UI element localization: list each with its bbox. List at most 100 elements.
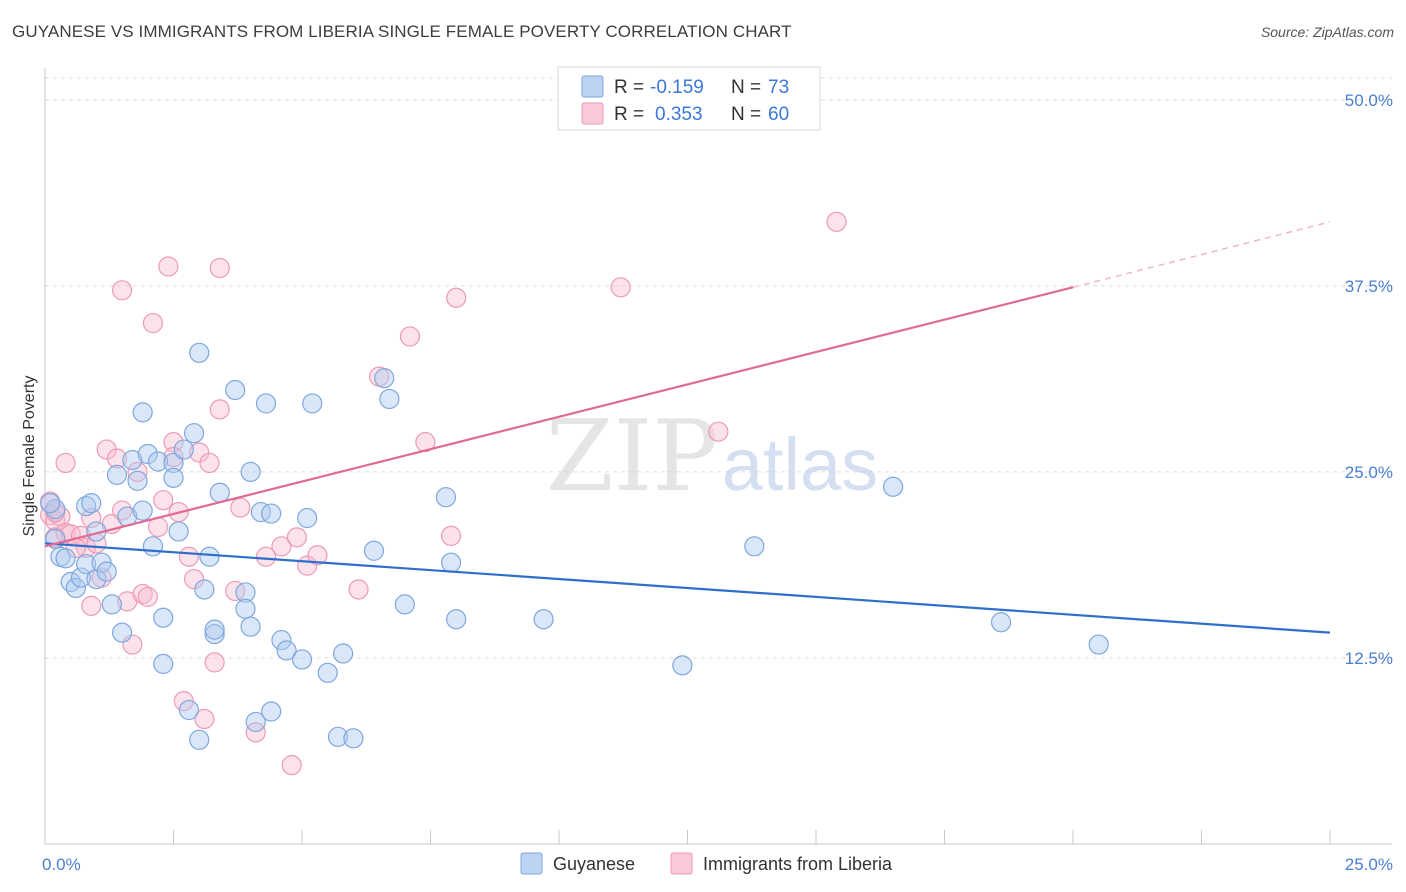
bottom-legend-guyanese: Guyanese [553, 854, 635, 874]
source-label: Source: ZipAtlas.com [1260, 24, 1394, 40]
guyanese-point-30 [173, 439, 194, 460]
y-tick-label-3: 50.0% [1345, 91, 1393, 110]
liberia-point-11 [81, 595, 102, 616]
guyanese-point-22 [137, 443, 158, 465]
guyanese-point-56 [327, 726, 349, 747]
guyanese-point-71 [1088, 634, 1109, 655]
liberia-point-37 [204, 652, 225, 673]
liberia-point-35 [194, 708, 215, 730]
guyanese-point-35 [194, 579, 215, 600]
guyanese-point-18 [122, 449, 143, 471]
guyanese-point-5 [65, 577, 86, 599]
guyanese-point-54 [302, 393, 323, 414]
guyanese-point-64 [440, 552, 462, 573]
guyanese-point-20 [132, 500, 153, 521]
bottom-legend-liberia: Immigrants from Liberia [703, 854, 893, 874]
guyanese-point-41 [235, 582, 256, 603]
liberia-point-54 [446, 287, 467, 308]
chart-title: GUYANESE VS IMMIGRANTS FROM LIBERIA SING… [12, 22, 792, 41]
y-axis-label: Single Female Poverty [21, 376, 38, 537]
guyanese-point-57 [333, 643, 354, 664]
liberia-point-41 [230, 497, 251, 518]
guyanese-point-34 [189, 342, 210, 363]
tick-labels: 12.5% 25.0% 37.5% 50.0% 0.0% 25.0% [42, 91, 1393, 874]
liberia-point-26 [153, 490, 174, 511]
guyanese-point-51 [276, 640, 297, 661]
guyanese-point-31 [178, 699, 200, 721]
liberia-point-52 [415, 432, 436, 453]
liberia-point-33 [183, 568, 205, 590]
liberia-point-44 [271, 536, 292, 557]
guyanese-point-70 [990, 612, 1012, 633]
liberia-point-23 [137, 586, 158, 608]
liberia-point-57 [826, 211, 847, 232]
liberia-point-42 [245, 722, 266, 743]
guyanese-point-25 [153, 653, 174, 674]
guyanese-point-72 [40, 493, 61, 514]
guyanese-point-33 [189, 729, 210, 750]
guyanese-point-59 [363, 540, 385, 561]
legend-r-label-2: R = [614, 104, 644, 125]
guyanese-point-53 [297, 507, 318, 529]
series-liberia-points [40, 211, 847, 776]
guyanese-point-55 [317, 662, 338, 683]
liberia-point-51 [399, 326, 421, 347]
guyanese-point-63 [435, 487, 457, 508]
guyanese-point-40 [225, 379, 246, 401]
guyanese-point-23 [142, 536, 164, 557]
guyanese-point-14 [101, 594, 122, 615]
guyanese-point-28 [163, 467, 184, 488]
y-tick-label-0: 12.5% [1345, 649, 1393, 668]
guyanese-point-46 [250, 501, 271, 523]
guyanese-point-32 [183, 423, 205, 444]
watermark-atlas: atlas [722, 423, 878, 506]
guyanese-point-21 [132, 402, 153, 423]
legend-r-label-1: R = [614, 77, 644, 98]
guyanese-point-52 [291, 649, 313, 670]
liberia-point-43 [255, 546, 277, 567]
liberia-point-38 [209, 257, 230, 279]
guyanese-point-24 [147, 451, 169, 472]
guyanese-point-65 [446, 609, 467, 630]
liberia-point-40 [225, 580, 246, 602]
guyanese-point-68 [744, 536, 765, 557]
liberia-point-36 [199, 452, 220, 474]
legend-swatch-liberia [581, 102, 604, 125]
liberia-point-16 [106, 448, 128, 469]
guyanese-point-15 [106, 464, 128, 485]
guyanese-point-50 [271, 629, 292, 651]
guyanese-point-6 [70, 567, 92, 588]
liberia-point-24 [142, 312, 164, 334]
liberia-point-45 [281, 755, 302, 776]
legend-n-label-1: N = [731, 77, 761, 98]
guyanese-point-42 [235, 598, 256, 619]
guyanese-point-13 [96, 561, 117, 582]
y-tick-label-1: 25.0% [1345, 463, 1393, 482]
liberia-point-29 [163, 446, 184, 468]
liberia-trend-line [44, 286, 1074, 548]
axes [44, 68, 1392, 845]
liberia-point-56 [708, 421, 729, 442]
liberia-point-10 [81, 507, 102, 529]
liberia-point-32 [178, 546, 200, 567]
watermark: ZIP atlas [546, 400, 879, 514]
liberia-trend-extension [1072, 221, 1331, 289]
liberia-point-53 [440, 525, 462, 546]
guyanese-point-29 [168, 521, 189, 542]
grid-lines [45, 77, 1392, 659]
y-tick-label-2: 37.5% [1345, 277, 1393, 296]
guyanese-point-60 [374, 368, 395, 389]
liberia-point-39 [209, 399, 230, 420]
guyanese-point-49 [261, 701, 282, 722]
stats-legend: R = -0.159 N = 73 R = 0.353 N = 60 [557, 66, 821, 131]
liberia-point-18 [111, 280, 133, 301]
guyanese-point-58 [343, 728, 364, 749]
guyanese-point-67 [672, 655, 693, 676]
guyanese-point-16 [111, 622, 133, 643]
guyanese-point-47 [255, 393, 277, 414]
guyanese-point-38 [204, 619, 225, 640]
guyanese-trend-line [44, 542, 1331, 634]
guyanese-point-37 [204, 624, 225, 645]
guyanese-point-45 [245, 711, 266, 733]
